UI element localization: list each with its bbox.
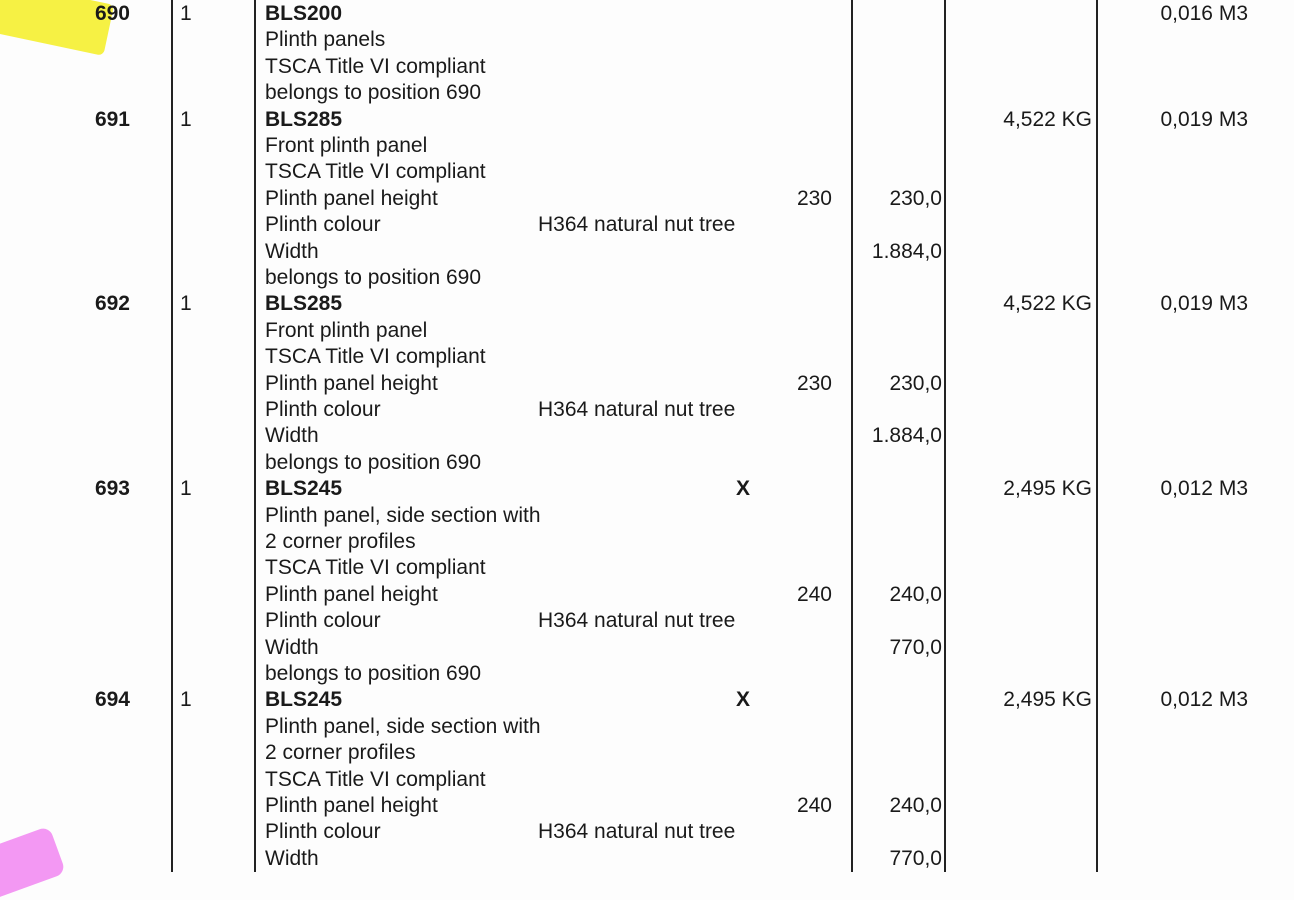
description-line: Plinth panel, side section with xyxy=(265,714,541,738)
description-line: Front plinth panel xyxy=(265,134,428,157)
dimension-value: 240 xyxy=(796,582,832,606)
description-line: belongs to position 690 xyxy=(265,266,481,289)
description-line: Plinth panel height xyxy=(265,794,438,817)
option-marker: X xyxy=(736,688,751,712)
dimension-value: 230 xyxy=(796,186,832,210)
description-line: Width xyxy=(265,635,319,659)
description-line: TSCA Title VI compliant xyxy=(265,54,486,78)
quantity: 1 xyxy=(180,2,192,25)
option-marker: X xyxy=(736,477,751,501)
dimension-exact-value: 230,0 xyxy=(889,371,942,395)
description-line: Width xyxy=(265,846,319,870)
description-line: BLS285 xyxy=(265,107,343,131)
description-line: BLS245 xyxy=(265,688,343,712)
column-divider xyxy=(944,0,946,872)
option-value: H364 natural nut tree xyxy=(538,609,736,633)
volume-value: 0,012 M3 xyxy=(1160,477,1248,501)
column-divider xyxy=(254,0,256,872)
description-line: BLS285 xyxy=(265,292,343,316)
description-line: belongs to position 690 xyxy=(265,662,481,685)
description-line: belongs to position 690 xyxy=(265,81,481,105)
description-line: Plinth colour xyxy=(265,398,381,421)
dimension-exact-value: 770,0 xyxy=(889,846,942,870)
description-line: Plinth panel, side section with xyxy=(265,503,541,527)
option-value: H364 natural nut tree xyxy=(538,213,736,237)
description-line: Plinth colour xyxy=(265,213,381,237)
description-line: Width xyxy=(265,239,319,263)
quantity: 1 xyxy=(180,477,192,501)
description-line: 2 corner profiles xyxy=(265,530,416,553)
position-number: 694 xyxy=(94,688,130,712)
volume-value: 0,016 M3 xyxy=(1160,2,1248,25)
description-line: TSCA Title VI compliant xyxy=(265,767,486,791)
dimension-exact-value: 1.884,0 xyxy=(871,424,942,448)
volume-value: 0,019 M3 xyxy=(1160,292,1248,316)
dimension-exact-value: 1.884,0 xyxy=(871,239,942,263)
description-line: Plinth panel height xyxy=(265,582,438,606)
description-line: Plinth colour xyxy=(265,820,381,844)
dimension-exact-value: 240,0 xyxy=(889,582,942,606)
position-number: 693 xyxy=(94,477,130,501)
option-value: H364 natural nut tree xyxy=(538,820,736,844)
weight-value: 2,495 KG xyxy=(1003,477,1092,501)
description-line: belongs to position 690 xyxy=(265,450,481,474)
pink-highlighter-mark xyxy=(0,825,67,900)
weight-value: 4,522 KG xyxy=(1003,292,1092,316)
description-line: TSCA Title VI compliant xyxy=(265,556,486,580)
description-line: Plinth panel height xyxy=(265,186,438,210)
description-line: TSCA Title VI compliant xyxy=(265,160,486,184)
quantity: 1 xyxy=(180,688,192,712)
dimension-exact-value: 240,0 xyxy=(889,794,942,817)
position-number: 690 xyxy=(94,2,130,25)
dimension-exact-value: 770,0 xyxy=(889,635,942,659)
dimension-value: 230 xyxy=(796,371,832,395)
position-number: 692 xyxy=(94,292,130,316)
option-value: H364 natural nut tree xyxy=(538,398,736,421)
quantity: 1 xyxy=(180,292,192,316)
description-line: Plinth panel height xyxy=(265,371,438,395)
volume-value: 0,019 M3 xyxy=(1160,107,1248,131)
description-line: BLS200 xyxy=(265,2,343,25)
description-line: Front plinth panel xyxy=(265,318,428,342)
dimension-exact-value: 230,0 xyxy=(889,186,942,210)
volume-value: 0,012 M3 xyxy=(1160,688,1248,712)
dimension-value: 240 xyxy=(796,794,832,817)
description-line: TSCA Title VI compliant xyxy=(265,345,486,369)
description-line: Plinth colour xyxy=(265,609,381,633)
weight-value: 2,495 KG xyxy=(1003,688,1092,712)
weight-value: 4,522 KG xyxy=(1003,107,1092,131)
position-number: 691 xyxy=(94,107,130,131)
column-divider xyxy=(851,0,853,872)
description-line: 2 corner profiles xyxy=(265,741,416,765)
column-divider xyxy=(1096,0,1098,872)
column-divider xyxy=(171,0,173,872)
description-line: Plinth panels xyxy=(265,28,386,52)
description-line: BLS245 xyxy=(265,477,343,501)
quantity: 1 xyxy=(180,107,192,131)
description-line: Width xyxy=(265,424,319,448)
